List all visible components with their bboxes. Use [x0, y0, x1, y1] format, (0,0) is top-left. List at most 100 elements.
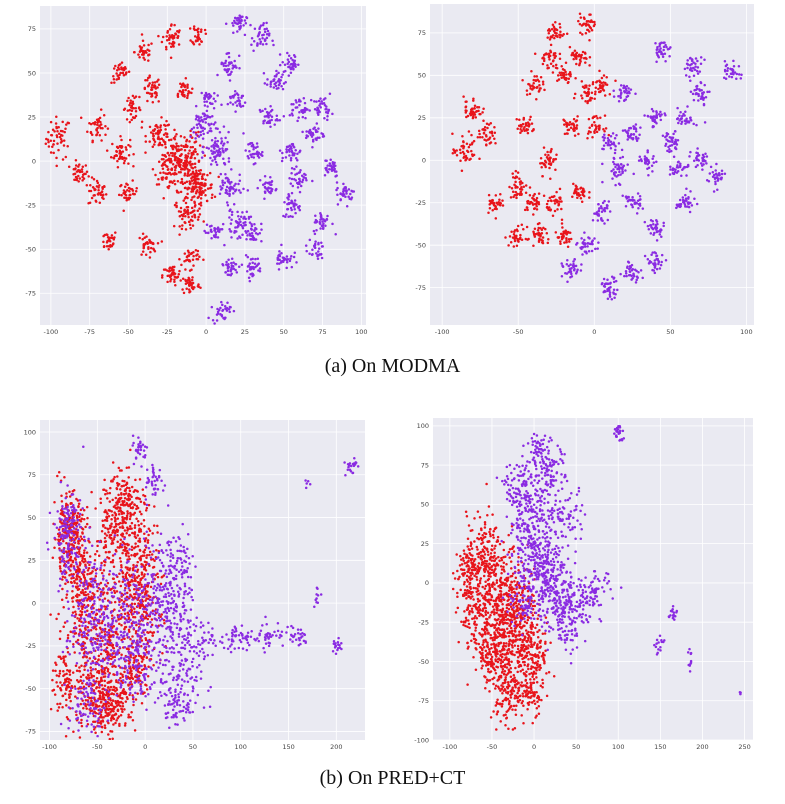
scatter-point [105, 149, 109, 152]
scatter-point [112, 156, 116, 160]
scatter-point [562, 72, 566, 76]
scatter-point [685, 165, 689, 169]
scatter-point [148, 74, 151, 77]
scatter-point [344, 195, 347, 198]
scatter-point [630, 278, 633, 281]
scatter-point [288, 259, 292, 263]
scatter-point [649, 232, 653, 235]
scatter-point [321, 135, 325, 138]
y-tick-label: 0 [32, 157, 36, 165]
scatter-point [174, 283, 177, 287]
scatter-point [246, 255, 250, 259]
scatter-point [152, 248, 156, 251]
scatter-point [635, 278, 638, 282]
scatter-point [176, 36, 179, 39]
scatter-point [225, 189, 228, 192]
scatter-point [336, 193, 339, 197]
scatter-point [118, 546, 121, 549]
scatter-point [230, 210, 234, 214]
scatter-point [314, 214, 317, 218]
scatter-point [704, 152, 707, 156]
scatter-point [216, 94, 219, 97]
scatter-point [610, 142, 614, 146]
scatter-point [233, 19, 236, 23]
scatter-point [57, 612, 60, 616]
scatter-point [113, 589, 116, 592]
scatter-point [231, 103, 235, 106]
scatter-point [243, 224, 246, 227]
scatter-point [649, 223, 653, 227]
scatter-point [172, 271, 176, 275]
scatter-point [733, 71, 737, 74]
scatter-point [195, 123, 199, 127]
scatter-point [257, 262, 261, 265]
scatter-point [545, 232, 549, 235]
scatter-point [159, 171, 162, 175]
y-tick-label: -75 [25, 728, 36, 736]
scatter-point [542, 146, 546, 149]
scatter-point [278, 250, 281, 253]
scatter-point [59, 569, 63, 573]
scatter-point [511, 172, 514, 175]
scatter-point [685, 62, 689, 65]
scatter-point [285, 213, 288, 216]
scatter-point [53, 130, 56, 133]
scatter-point [123, 196, 126, 200]
scatter-point [615, 134, 618, 137]
scatter-point [614, 79, 617, 82]
modma-right-plot: -100 -50 0 50 100 -75 -50 -25 0 25 50 75 [400, 0, 785, 345]
scatter-point [607, 282, 610, 285]
scatter-point [111, 542, 115, 545]
x-tick-label: -50 [513, 328, 524, 336]
scatter-point [541, 175, 544, 178]
scatter-point [202, 258, 205, 261]
scatter-point [588, 190, 591, 194]
scatter-point [720, 169, 724, 172]
scatter-point [112, 242, 115, 245]
scatter-point [487, 193, 491, 197]
scatter-point [96, 123, 99, 127]
scatter-point [554, 168, 557, 171]
scatter-point [265, 27, 268, 30]
scatter-point [490, 131, 494, 135]
scatter-point [629, 88, 633, 91]
scatter-point [587, 87, 590, 91]
scatter-point [209, 229, 213, 233]
scatter-point [292, 255, 296, 259]
scatter-point [284, 215, 287, 219]
scatter-point [251, 257, 254, 261]
scatter-point [322, 226, 325, 229]
scatter-point [211, 319, 215, 322]
scatter-point [658, 233, 662, 236]
scatter-point [219, 172, 223, 176]
scatter-point [717, 177, 720, 180]
scatter-point [650, 226, 654, 230]
scatter-point [464, 158, 468, 161]
scatter-point [261, 150, 264, 154]
scatter-point [593, 120, 596, 124]
scatter-point [86, 573, 89, 576]
scatter-point [237, 96, 240, 100]
scatter-point [569, 269, 572, 272]
scatter-point [221, 183, 225, 187]
scatter-point [553, 209, 557, 213]
scatter-point [185, 180, 189, 183]
scatter-point [239, 16, 242, 19]
scatter-point [107, 515, 111, 518]
scatter-point [579, 16, 583, 19]
scatter-point [176, 157, 180, 160]
scatter-point [527, 237, 530, 241]
scatter-point [118, 73, 121, 77]
scatter-point [200, 156, 204, 159]
scatter-point [654, 252, 658, 255]
scatter-point [675, 203, 679, 206]
scatter-point [277, 78, 281, 81]
scatter-point [89, 189, 93, 193]
scatter-point [186, 281, 189, 285]
scatter-point [181, 82, 185, 85]
scatter-point [213, 227, 216, 230]
scatter-point [69, 580, 73, 584]
scatter-point [116, 633, 119, 636]
scatter-point [655, 114, 658, 117]
scatter-point [201, 145, 205, 149]
